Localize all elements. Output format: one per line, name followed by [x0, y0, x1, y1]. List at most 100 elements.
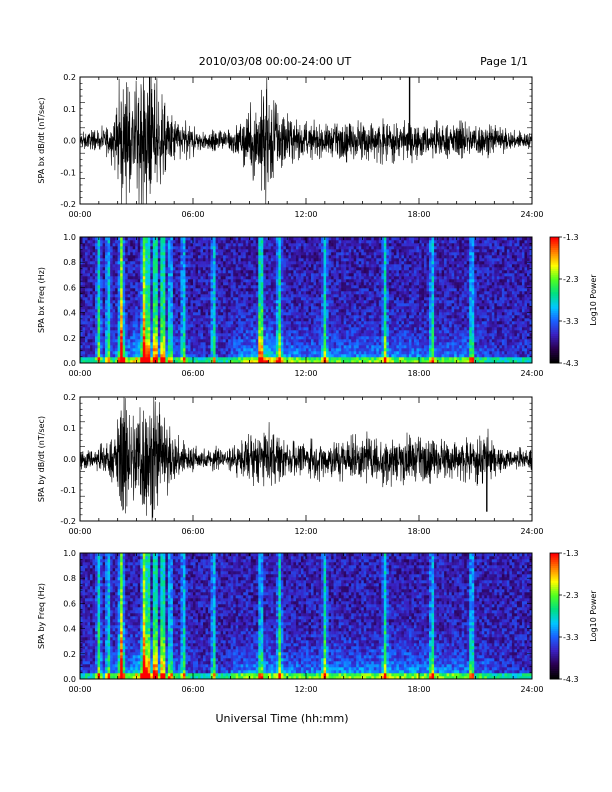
heatmap-cell: [298, 321, 302, 325]
heatmap-cell: [323, 246, 327, 250]
heatmap-cell: [366, 333, 370, 337]
heatmap-cell: [140, 345, 144, 349]
heatmap-cell: [290, 279, 294, 283]
heatmap-cell: [323, 348, 327, 352]
heatmap-cell: [137, 312, 141, 316]
heatmap-cell: [346, 300, 349, 304]
heatmap-cell: [353, 300, 357, 304]
heatmap-cell: [298, 309, 302, 313]
heatmap-cell: [115, 345, 118, 349]
heatmap-cell: [187, 354, 191, 358]
heatmap-cell: [316, 279, 319, 283]
heatmap-cell: [243, 258, 247, 262]
heatmap-cell: [353, 360, 357, 364]
heatmap-cell: [208, 249, 211, 253]
heatmap-cell: [341, 246, 344, 250]
heatmap-cell: [230, 345, 234, 349]
heatmap-cell: [223, 303, 226, 307]
heatmap-cell: [102, 264, 106, 268]
heatmap-cell: [187, 345, 191, 349]
heatmap-cell: [120, 324, 123, 328]
heatmap-cell: [295, 276, 299, 280]
heatmap-cell: [248, 324, 252, 328]
heatmap-cell: [160, 360, 164, 364]
heatmap-cell: [361, 282, 365, 286]
heatmap-cell: [250, 237, 254, 241]
heatmap-cell: [333, 261, 337, 265]
heatmap-cell: [165, 315, 169, 319]
heatmap-cell: [353, 252, 357, 256]
heatmap-cell: [265, 282, 269, 286]
heatmap-cell: [353, 357, 357, 361]
heatmap-cell: [218, 297, 221, 301]
heatmap-cell: [306, 270, 309, 274]
heatmap-cell: [258, 294, 262, 298]
heatmap-cell: [198, 327, 201, 331]
heatmap-cell: [205, 327, 209, 331]
heatmap-cell: [210, 357, 214, 361]
heatmap-cell: [280, 252, 284, 256]
heatmap-cell: [363, 345, 367, 349]
heatmap-cell: [177, 357, 181, 361]
heatmap-cell: [293, 291, 297, 295]
heatmap-cell: [260, 267, 264, 271]
heatmap-cell: [238, 243, 242, 247]
heatmap-cell: [288, 282, 292, 286]
heatmap-cell: [100, 318, 103, 322]
heatmap-cell: [127, 360, 131, 364]
heatmap-cell: [331, 354, 334, 358]
heatmap-cell: [253, 294, 257, 298]
heatmap-cell: [223, 258, 226, 262]
heatmap-cell: [210, 309, 214, 313]
heatmap-cell: [306, 279, 309, 283]
heatmap-cell: [210, 336, 214, 340]
heatmap-cell: [92, 324, 96, 328]
heatmap-cell: [177, 324, 181, 328]
heatmap-cell: [366, 270, 370, 274]
heatmap-cell: [117, 339, 121, 343]
heatmap-cell: [336, 309, 339, 313]
heatmap-cell: [205, 258, 209, 262]
heatmap-cell: [177, 276, 181, 280]
heatmap-cell: [263, 309, 267, 313]
heatmap-cell: [208, 267, 211, 271]
heatmap-cell: [328, 303, 332, 307]
heatmap-cell: [215, 348, 219, 352]
heatmap-cell: [295, 243, 299, 247]
heatmap-cell: [316, 342, 319, 346]
heatmap-cell: [358, 315, 362, 319]
heatmap-cell: [270, 357, 274, 361]
heatmap-cell: [331, 327, 334, 331]
heatmap-cell: [273, 252, 277, 256]
heatmap-cell: [150, 348, 154, 352]
heatmap-cell: [82, 294, 86, 298]
heatmap-cell: [120, 333, 123, 337]
heatmap-cell: [258, 354, 262, 358]
heatmap-cell: [235, 279, 239, 283]
heatmap-cell: [187, 240, 191, 244]
heatmap-cell: [280, 333, 284, 337]
heatmap-cell: [268, 249, 272, 253]
heatmap-cell: [125, 351, 129, 355]
heatmap-cell: [208, 303, 211, 307]
heatmap-cell: [112, 255, 116, 259]
heatmap-cell: [120, 297, 123, 301]
heatmap-cell: [107, 336, 111, 340]
heatmap-cell: [275, 297, 279, 301]
heatmap-cell: [162, 237, 166, 241]
heatmap-cell: [245, 237, 249, 241]
heatmap-cell: [187, 312, 191, 316]
heatmap-cell: [150, 297, 154, 301]
heatmap-cell: [87, 243, 91, 247]
heatmap-cell: [338, 261, 342, 265]
heatmap-cell: [135, 267, 139, 271]
heatmap-cell: [351, 336, 355, 340]
heatmap-cell: [368, 279, 372, 283]
heatmap-cell: [318, 300, 322, 304]
heatmap-cell: [105, 267, 108, 271]
heatmap-cell: [263, 258, 267, 262]
heatmap-cell: [137, 264, 141, 268]
heatmap-cell: [361, 273, 365, 277]
heatmap-cell: [316, 297, 319, 301]
heatmap-cell: [182, 321, 186, 325]
